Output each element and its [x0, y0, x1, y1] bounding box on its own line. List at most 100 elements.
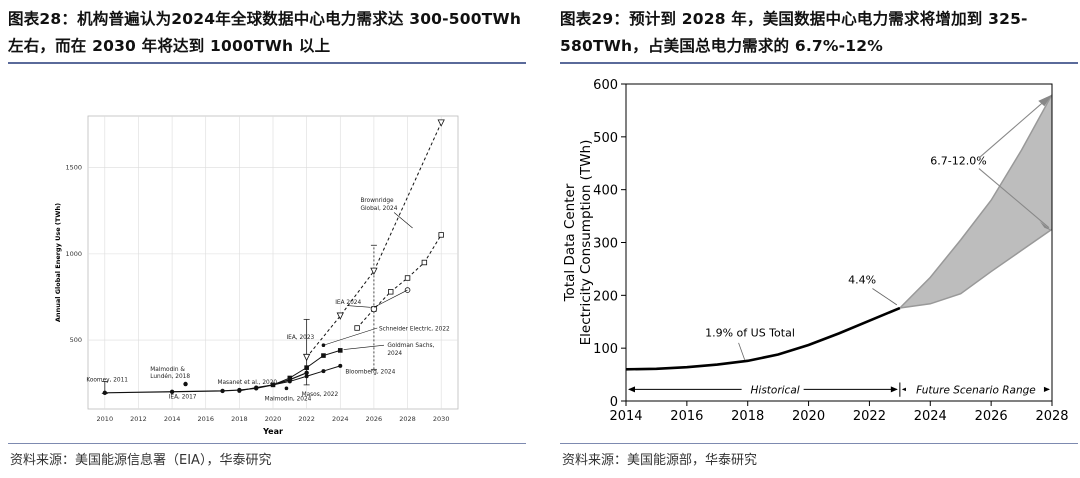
left-y-tick-label: 1000 [65, 250, 82, 258]
left-annotation-marker [183, 381, 188, 387]
left-series-point [337, 348, 343, 353]
right-figure-panel: 图表29：预计到 2028 年，美国数据中心电力需求将增加到 325-580TW… [552, 0, 1080, 478]
left-series-point [321, 369, 326, 374]
right-y-tick-label: 400 [593, 184, 618, 199]
left-series-point [304, 374, 309, 379]
left-x-tick-label: 2030 [433, 415, 450, 423]
left-source-rule [8, 443, 526, 444]
left-series-label: Bloomberg, 2024 [345, 370, 395, 376]
left-series-point [304, 365, 309, 370]
right-x-tick-label: 2018 [731, 409, 764, 424]
left-series-point [370, 267, 378, 276]
right-y-axis-label: Total Data CenterElectricity Consumption… [562, 140, 594, 346]
left-annotation: IEA, 2023 [286, 335, 314, 341]
left-series-label: Brownridge Global, 2024 [360, 198, 397, 212]
left-series-point [254, 385, 259, 390]
left-series-point [338, 363, 343, 368]
right-future-label-bg [905, 382, 1044, 396]
left-series-point [421, 259, 428, 266]
left-x-axis-label: Year [262, 427, 283, 436]
right-source-rule [560, 443, 1078, 444]
left-title-rule [8, 62, 526, 64]
right-x-tick-label: 2016 [670, 409, 703, 424]
right-x-tick-label: 2014 [609, 409, 642, 424]
left-x-tick-label: 2014 [164, 415, 181, 423]
right-future-label: Future Scenario Range [916, 384, 1036, 396]
right-historical-line [625, 306, 901, 371]
right-historical-arrow-head [890, 386, 898, 393]
right-x-tick-label: 2028 [1035, 409, 1068, 424]
left-label-leader [346, 305, 371, 308]
right-y-tick-label: 500 [593, 131, 618, 146]
right-y-tick-label: 200 [593, 289, 618, 304]
right-share-2028-leader-low [978, 168, 1050, 229]
left-series-label: Goldman Sachs, 2024 [387, 343, 434, 357]
left-label-leader [393, 212, 413, 229]
right-share-2014-label: 1.9% of US Total [705, 327, 795, 340]
left-annotation-marker [370, 305, 378, 313]
right-y-tick-label: 600 [593, 78, 618, 93]
left-label-leader [323, 327, 378, 346]
left-baseline-point [102, 390, 108, 395]
right-y-tick-label: 300 [593, 237, 618, 252]
left-series-point [302, 353, 311, 362]
left-annotation: IEA 2024 [335, 300, 361, 306]
right-x-tick-label: 2022 [853, 409, 886, 424]
left-source-note: 资料来源：美国能源信息署（EIA），华泰研究 [10, 453, 272, 468]
left-x-tick-label: 2020 [265, 415, 282, 423]
left-series-point [321, 353, 326, 358]
left-annotation: Malmodin & Lundén, 2018 [150, 367, 190, 380]
left-series-point [354, 325, 360, 331]
left-series-point [388, 289, 394, 295]
left-chart: 2010 2012 2014 2016 2018 2020 2022 2024 2026 2028… [54, 115, 459, 436]
left-series-point [287, 379, 292, 384]
right-historical-arrow-head [628, 386, 635, 393]
left-y-axis-label: Annual Global Energy Use (TWh) [54, 203, 62, 322]
right-share-2028-arrowhead [1038, 94, 1052, 107]
left-series-point [438, 232, 444, 238]
left-label-leader [373, 289, 408, 308]
right-scenario-area [899, 94, 1052, 309]
left-annotation: Masanet et al., 2020 [218, 380, 278, 386]
right-figure-title: 图表29：预计到 2028 年，美国数据中心电力需求将增加到 325-580TW… [560, 10, 1028, 55]
left-annotation-marker [321, 343, 326, 348]
right-historical-label: Historical [751, 384, 800, 396]
left-figure-title: 图表28：机构普遍认为2024年全球数据中心电力需求达 300-500TWh 左… [8, 10, 522, 55]
left-x-tick-label: 2024 [332, 415, 349, 423]
left-x-tick-label: 2028 [399, 415, 416, 423]
right-scenario-high-line [899, 94, 1053, 309]
right-share-2023-label: 4.4% [848, 274, 876, 287]
left-baseline-point [220, 388, 225, 394]
left-annotation: Malmodin, 2024 [265, 396, 312, 402]
left-baseline-point [304, 370, 309, 376]
right-x-tick-label: 2024 [914, 409, 947, 424]
left-baseline-point [169, 389, 175, 394]
right-y-tick-label: 0 [610, 395, 618, 410]
right-scenario-low-line [899, 228, 1053, 309]
left-label-leader [343, 344, 385, 350]
left-annotation: IEA, 2017 [169, 395, 197, 401]
left-series-point [404, 275, 411, 281]
left-annotation: Masos, 2022 [302, 392, 339, 398]
left-series-point [336, 312, 344, 320]
right-chart: 2014 2016 2018 2020 2022 2024 2026 2028 0 100 200 3… [562, 78, 1069, 424]
left-x-tick-label: 2026 [366, 415, 383, 423]
right-x-tick-label: 2020 [792, 409, 825, 424]
left-x-tick-label: 2016 [197, 415, 214, 423]
right-share-2023-leader [872, 288, 898, 306]
right-share-2028-label: 6.7-12.0% [930, 154, 986, 167]
left-y-tick-label: 1500 [65, 164, 82, 172]
left-annotation: Koomey, 2011 [86, 377, 128, 383]
left-series-point [437, 119, 445, 127]
left-y-tick-label: 500 [70, 336, 82, 344]
left-x-tick-label: 2022 [298, 415, 315, 423]
right-share-2028-leader-high [978, 96, 1050, 159]
left-x-tick-label: 2010 [97, 415, 114, 423]
right-y-tick-label: 100 [593, 342, 618, 357]
right-share-2014-leader [738, 342, 746, 360]
right-source-note: 资料来源：美国能源部，华泰研究 [562, 453, 758, 468]
right-historical-label-bg [741, 382, 804, 396]
left-series-point [271, 382, 275, 387]
left-x-tick-label: 2012 [130, 415, 147, 423]
right-x-tick-label: 2026 [975, 409, 1008, 424]
